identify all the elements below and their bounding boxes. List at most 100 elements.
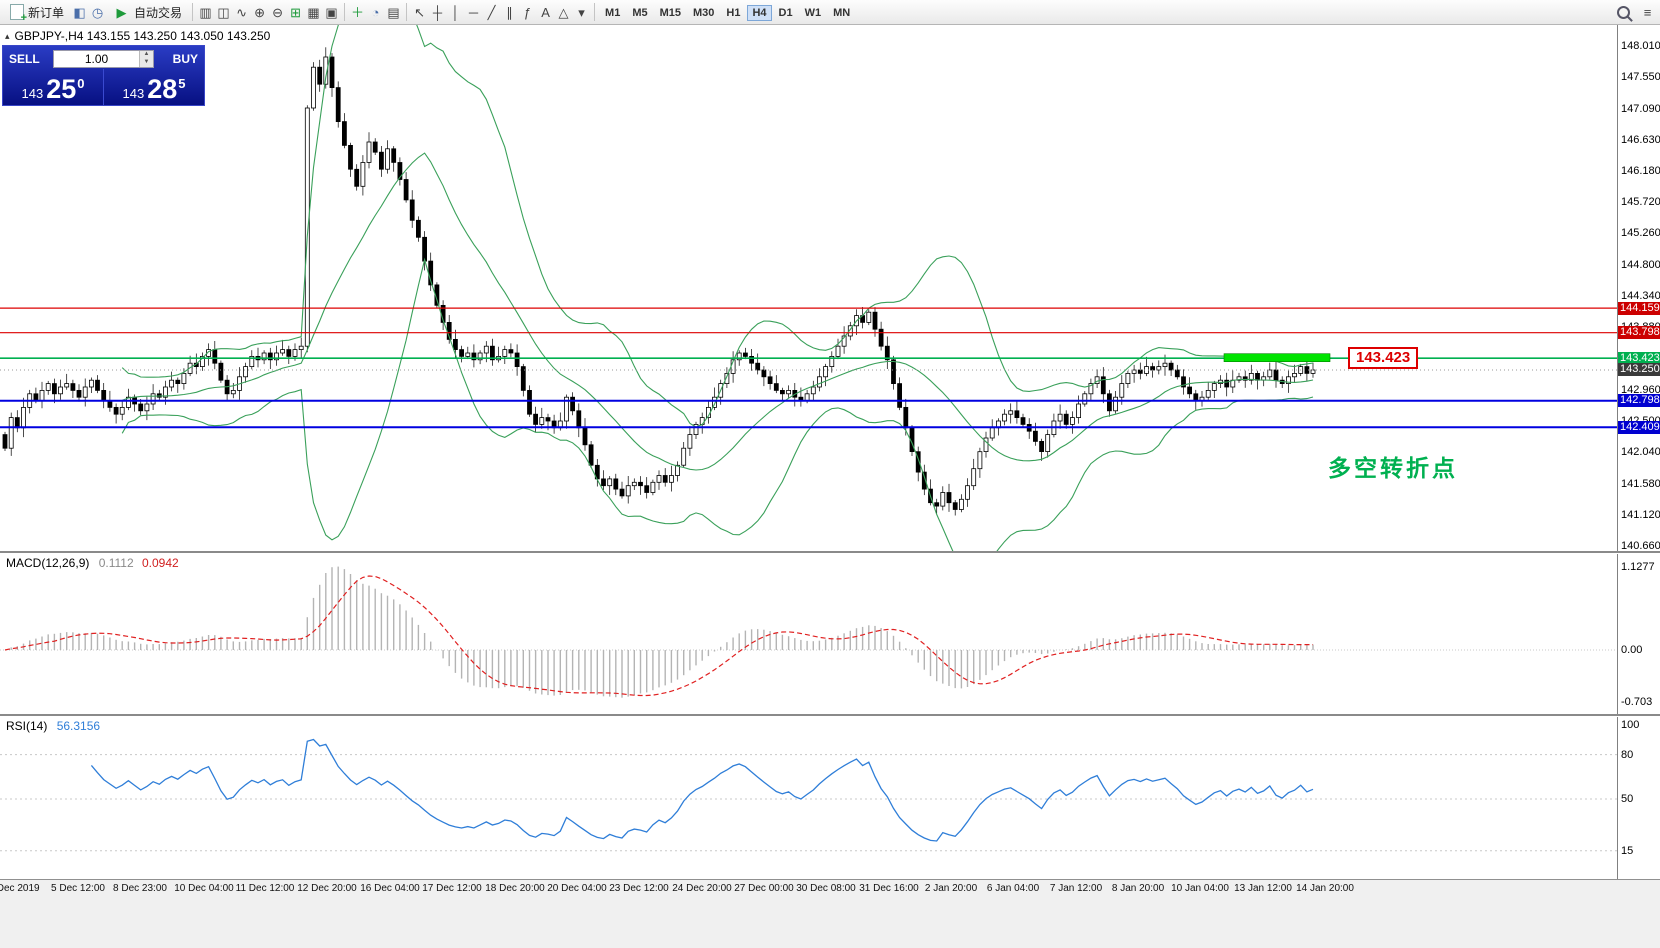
macd-chart-canvas[interactable] (0, 554, 1617, 714)
volume-down-button[interactable]: ▼ (140, 58, 153, 67)
horizontal-line-icon[interactable]: ─ (468, 4, 479, 20)
time-axis-label: 30 Dec 08:00 (796, 883, 856, 894)
window-list-icon[interactable]: ≡ (1643, 4, 1652, 20)
template-icon[interactable]: ▤ (387, 4, 400, 20)
time-axis-label: 7 Jan 12:00 (1049, 883, 1103, 894)
price-line-label: 143.250 (1618, 363, 1660, 376)
macd-panel[interactable]: MACD(12,26,9) 0.1112 0.0942 1.1277 0.00 -0… (0, 554, 1660, 714)
price-tick-label: 141.580 (1621, 478, 1660, 490)
time-axis[interactable]: 4 Dec 2019 5 Dec 12:00 8 Dec 23:00 10 Dec 0… (0, 879, 1660, 948)
channel-icon[interactable]: ∥ (506, 4, 513, 20)
time-axis-label: 8 Jan 20:00 (1111, 883, 1165, 894)
auto-trading-button[interactable]: ▶ 自动交易 (107, 2, 188, 23)
volume-input[interactable]: 1.00 ▲ ▼ (53, 49, 154, 68)
candlestick-chart-icon[interactable]: ◫ (217, 4, 230, 20)
time-axis-label: 16 Dec 04:00 (360, 883, 420, 894)
rsi-axis-label: 50 (1621, 793, 1634, 805)
time-axis-label: 18 Dec 20:00 (485, 883, 545, 894)
time-axis-label: 6 Jan 04:00 (986, 883, 1040, 894)
cursor-icon[interactable]: ↖ (414, 4, 425, 20)
price-tick-label: 144.800 (1621, 259, 1660, 271)
fibonacci-icon[interactable]: ƒ (523, 4, 532, 20)
zoom-out-icon[interactable]: ⊖ (272, 4, 283, 20)
arrows-dropdown-icon[interactable]: ▾ (578, 4, 585, 20)
rsi-panel[interactable]: RSI(14) 56.3156 100 80 50 15 (0, 717, 1660, 879)
sell-price-prefix: 143 (21, 86, 44, 101)
time-axis-label: 8 Dec 23:00 (113, 883, 167, 894)
price-tick-label: 141.120 (1621, 509, 1660, 521)
rsi-axis-label: 100 (1621, 719, 1640, 731)
period-icon[interactable]: ◔ (371, 4, 380, 20)
time-axis-label: 14 Jan 20:00 (1296, 883, 1354, 894)
price-callout-label[interactable]: 143.423 (1348, 347, 1419, 369)
time-axis-label: 24 Dec 20:00 (672, 883, 732, 894)
market-watch-icon[interactable]: ◷ (91, 4, 104, 20)
chart-collapse-icon[interactable]: ▴ (5, 30, 10, 41)
rsi-axis[interactable] (1617, 717, 1660, 879)
sell-price-sup: 0 (77, 76, 85, 91)
new-order-button[interactable]: 新订单 (4, 2, 70, 24)
time-axis-label: 12 Dec 20:00 (297, 883, 357, 894)
price-chart-canvas[interactable] (0, 25, 1617, 551)
time-axis-label: 10 Jan 04:00 (1171, 883, 1229, 894)
volume-spinner: ▲ ▼ (139, 50, 153, 67)
price-line-label: 144.159 (1618, 302, 1660, 315)
search-icon[interactable] (1617, 5, 1630, 19)
line-chart-icon[interactable]: ∿ (236, 4, 247, 20)
panel-separator[interactable] (0, 551, 1660, 554)
price-tick-label: 144.340 (1621, 290, 1660, 302)
sell-button[interactable]: 143 25 0 (3, 69, 104, 105)
price-tick-label: 142.040 (1621, 446, 1660, 458)
timeframe-group: M1 M5 M15 M30 H1 H4 D1 W1 MN (599, 5, 856, 21)
timeframe-mn[interactable]: MN (833, 7, 851, 19)
trendline-icon[interactable]: ╱ (487, 4, 496, 20)
price-chart-region[interactable]: ▴ GBPJPY-,H4 143.155 143.250 143.050 143… (0, 25, 1660, 552)
price-tick-label: 146.630 (1621, 134, 1660, 146)
timeframe-m30[interactable]: M30 (693, 7, 715, 19)
macd-axis[interactable] (1617, 554, 1660, 714)
buy-button[interactable]: 143 28 5 (104, 69, 204, 105)
price-tick-label: 147.550 (1621, 71, 1660, 83)
tile-windows-icon[interactable]: ⊞ (290, 4, 301, 20)
timeframe-m15[interactable]: M15 (659, 7, 681, 19)
timeframe-m5[interactable]: M5 (632, 7, 648, 19)
auto-arrange-icon[interactable]: ▦ (307, 4, 320, 20)
timeframe-w1[interactable]: W1 (804, 7, 822, 19)
timeframe-d1[interactable]: D1 (778, 7, 793, 19)
cascade-icon[interactable]: ▣ (325, 4, 338, 20)
time-axis-label: 5 Dec 12:00 (51, 883, 105, 894)
time-axis-label: 23 Dec 12:00 (609, 883, 669, 894)
macd-axis-label: 0.00 (1621, 644, 1643, 656)
macd-axis-label: 1.1277 (1621, 561, 1655, 573)
volume-value[interactable]: 1.00 (84, 51, 109, 66)
price-tick-label: 146.180 (1621, 165, 1660, 177)
add-indicator-icon[interactable]: ＋ (351, 4, 365, 20)
price-line-label: 143.423 (1618, 352, 1660, 365)
bar-chart-icon[interactable]: ▥ (199, 4, 212, 20)
time-axis-label: 11 Dec 12:00 (235, 883, 295, 894)
toolbar-separator (594, 3, 596, 21)
price-axis[interactable] (1617, 25, 1660, 551)
time-axis-label: 2 Jan 20:00 (924, 883, 978, 894)
volume-up-button[interactable]: ▲ (140, 50, 153, 59)
rsi-axis-label: 15 (1621, 845, 1634, 857)
price-line-label: 143.798 (1618, 326, 1660, 339)
timeframe-h4[interactable]: H4 (747, 5, 772, 21)
vertical-line-icon[interactable]: │ (451, 4, 460, 20)
panel-separator[interactable] (0, 714, 1660, 717)
text-tool-icon[interactable]: A (541, 4, 550, 20)
time-axis-label: 10 Dec 04:00 (174, 883, 234, 894)
metaeditor-icon[interactable]: ◧ (73, 4, 86, 20)
shapes-icon[interactable]: △ (558, 4, 569, 20)
timeframe-h1[interactable]: H1 (726, 7, 741, 19)
zoom-in-icon[interactable]: ⊕ (254, 4, 265, 20)
crosshair-icon[interactable]: ┼ (432, 4, 443, 20)
time-axis-label: 4 Dec 2019 (0, 883, 40, 894)
price-tick-label: 145.720 (1621, 196, 1660, 208)
turning-point-annotation[interactable]: 多空转折点 (1328, 455, 1458, 481)
timeframe-m1[interactable]: M1 (605, 7, 621, 19)
buy-price-sup: 5 (178, 76, 186, 91)
rsi-chart-canvas[interactable] (0, 717, 1617, 879)
toolbar-separator (406, 3, 408, 21)
